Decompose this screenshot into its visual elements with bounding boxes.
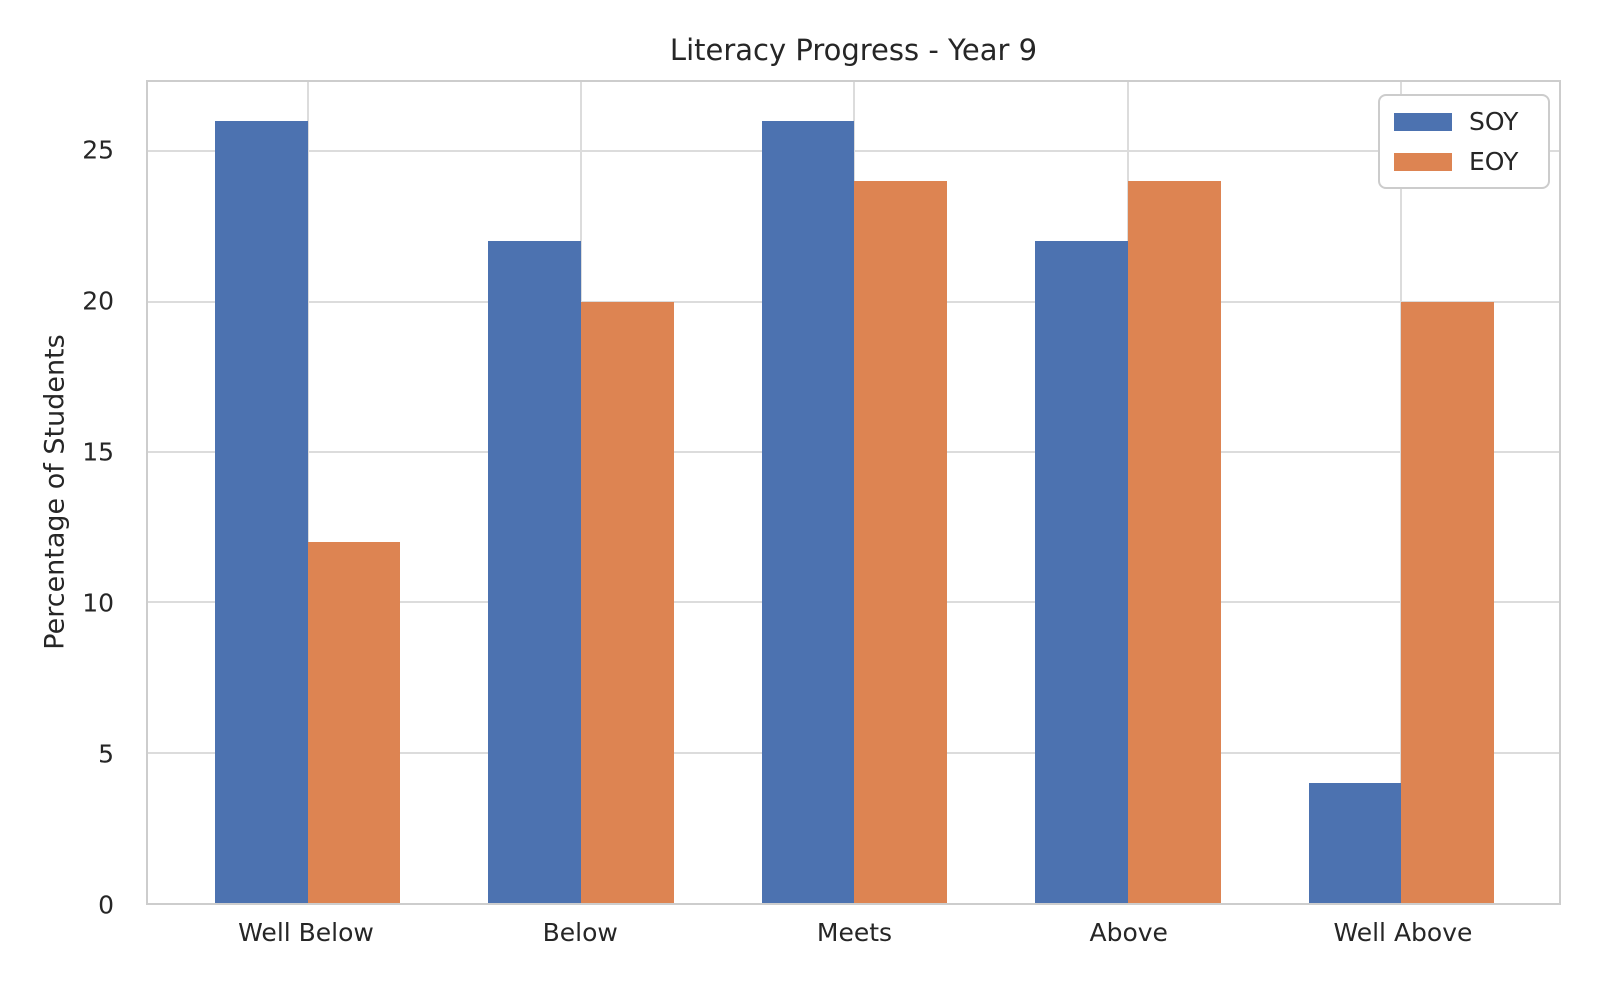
bar-eoy-below (581, 301, 674, 903)
y-tick-label: 15 (82, 437, 114, 467)
bar-eoy-meets (854, 181, 948, 903)
legend-swatch-soy (1394, 112, 1452, 131)
plot-area (146, 80, 1561, 905)
bar-eoy-well-below (307, 542, 401, 903)
gridline-vertical (306, 82, 309, 903)
bar-soy-well-above (1308, 782, 1402, 903)
bar-soy-well-below (214, 121, 308, 903)
y-tick-label: 10 (82, 588, 114, 618)
legend-item-soy: SOY (1394, 109, 1534, 134)
y-tick-label: 25 (82, 135, 114, 165)
bar-eoy-well-above (1401, 301, 1495, 903)
legend-label-eoy: EOY (1469, 147, 1519, 176)
bar-soy-below (488, 241, 582, 903)
legend-item-eoy: EOY (1394, 149, 1534, 174)
x-tick-label: Well Below (238, 918, 374, 947)
x-tick-label: Meets (816, 918, 893, 947)
y-tick-label: 5 (98, 739, 114, 769)
bar-soy-above (1035, 241, 1128, 903)
x-tick-label: Below (542, 918, 618, 947)
y-tick-label: 0 (98, 890, 114, 920)
y-axis-ticks: 0 5 10 15 20 25 (0, 80, 130, 917)
y-tick-label: 20 (82, 286, 114, 316)
bar-eoy-above (1127, 181, 1221, 903)
x-tick-label: Well Above (1333, 918, 1473, 947)
x-axis-ticks: Well Below Below Meets Above Well Above (146, 918, 1561, 958)
legend-swatch-eoy (1394, 152, 1452, 171)
legend: SOY EOY (1378, 94, 1550, 189)
legend-label-soy: SOY (1469, 107, 1519, 136)
bar-soy-meets (761, 121, 855, 903)
chart-title: Literacy Progress - Year 9 (669, 33, 1038, 67)
x-tick-label: Above (1089, 918, 1168, 947)
